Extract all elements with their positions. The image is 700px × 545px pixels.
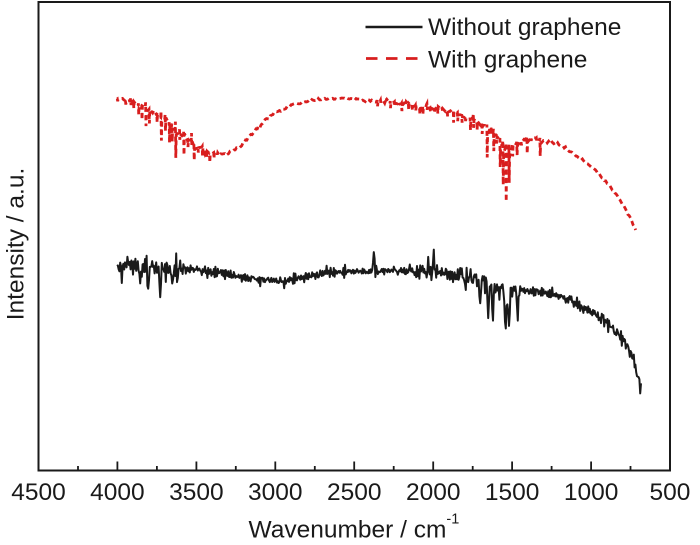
svg-text:2500: 2500 — [327, 479, 382, 506]
svg-text:4000: 4000 — [90, 479, 145, 506]
svg-text:2000: 2000 — [406, 479, 461, 506]
svg-text:Without graphene: Without graphene — [428, 14, 621, 41]
svg-text:Intensity / a.u.: Intensity / a.u. — [3, 168, 30, 321]
svg-text:1500: 1500 — [485, 479, 540, 506]
svg-text:4500: 4500 — [11, 479, 66, 506]
svg-text:3000: 3000 — [248, 479, 303, 506]
svg-text:500: 500 — [650, 479, 691, 506]
svg-text:With graphene: With graphene — [428, 47, 587, 74]
svg-text:1000: 1000 — [564, 479, 619, 506]
svg-text:Wavenumber / cm-1: Wavenumber / cm-1 — [249, 512, 460, 544]
svg-text:3500: 3500 — [169, 479, 224, 506]
